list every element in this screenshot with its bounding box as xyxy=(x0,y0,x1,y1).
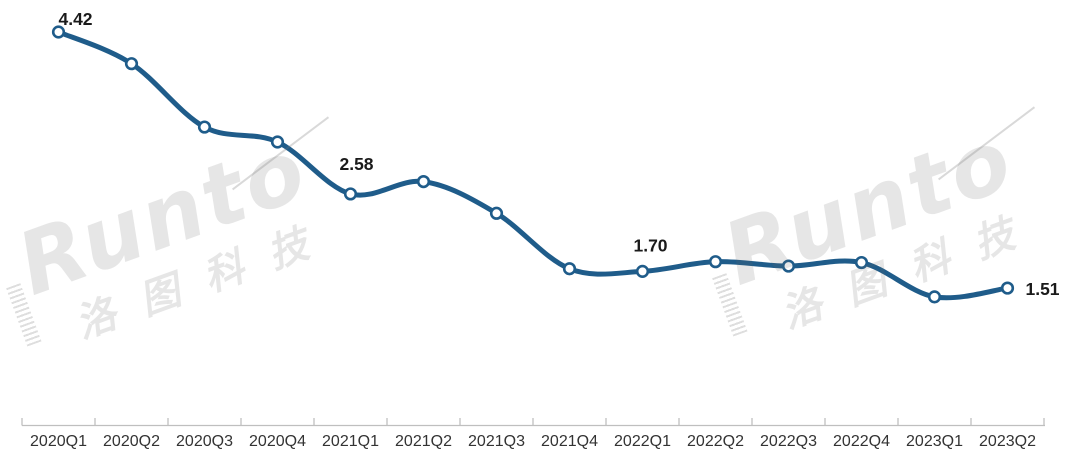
x-axis-tick-label: 2021Q4 xyxy=(541,433,598,450)
data-point-marker xyxy=(124,57,139,71)
data-point-label: 1.70 xyxy=(633,235,667,255)
data-point-marker xyxy=(708,255,723,269)
data-point-markers xyxy=(51,25,1015,304)
x-axis-tick-label: 2023Q2 xyxy=(979,433,1036,450)
data-point-marker xyxy=(854,255,869,270)
x-axis xyxy=(21,418,1045,427)
data-point-marker xyxy=(1000,281,1015,295)
x-axis-tick-label: 2022Q1 xyxy=(614,433,671,450)
x-axis-tick-label: 2023Q1 xyxy=(906,433,963,450)
data-point-label: 4.42 xyxy=(58,9,92,29)
data-point-marker xyxy=(51,25,66,39)
data-point-marker xyxy=(416,175,431,189)
data-point-marker xyxy=(562,262,577,276)
data-point-marker xyxy=(270,135,285,149)
data-point-marker xyxy=(635,264,650,278)
data-point-labels: 4.42 2.58 1.70 1.51 xyxy=(58,9,1059,299)
x-axis-tick-label: 2020Q3 xyxy=(176,433,233,450)
x-axis-labels: 2020Q1 2020Q2 2020Q3 2020Q4 2021Q1 2021Q2 2021… xyxy=(30,433,1036,450)
x-axis-tick-label: 2021Q2 xyxy=(395,433,452,450)
x-axis-tick-label: 2020Q4 xyxy=(249,433,306,450)
x-axis-tick-label: 2022Q2 xyxy=(687,433,744,450)
data-point-marker xyxy=(781,259,796,273)
x-axis-tick-label: 2022Q4 xyxy=(833,433,890,450)
data-point-marker xyxy=(489,206,504,220)
x-axis-tick-label: 2022Q3 xyxy=(760,433,817,450)
x-axis-tick-label: 2020Q2 xyxy=(103,433,160,450)
x-axis-tick-label: 2021Q3 xyxy=(468,433,525,450)
data-point-label: 1.51 xyxy=(1025,279,1059,299)
x-axis-tick-label: 2020Q1 xyxy=(30,433,87,450)
data-point-label: 2.58 xyxy=(339,154,373,174)
data-point-marker xyxy=(927,290,942,304)
x-axis-tick-label: 2021Q1 xyxy=(322,433,379,450)
data-point-marker xyxy=(343,187,358,201)
data-point-marker xyxy=(197,120,212,134)
